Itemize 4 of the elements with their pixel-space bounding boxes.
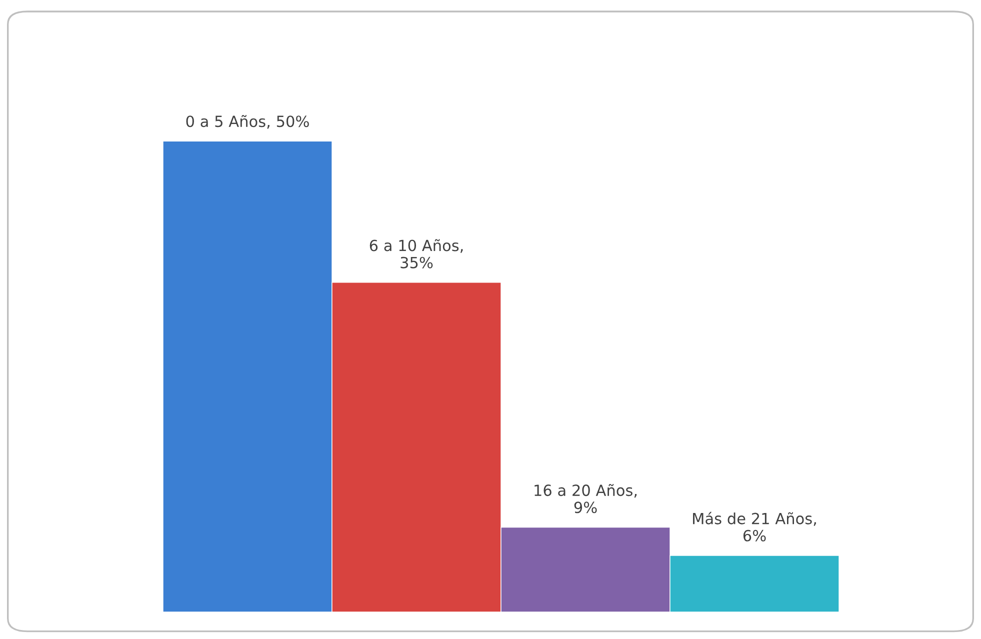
data-label: 16 a 20 Años, 9% xyxy=(534,484,637,514)
data-label: 0 a 5 Años, 50% xyxy=(186,115,309,129)
data-label: 6 a 10 Años, 35% xyxy=(370,239,463,268)
data-label: Más de 21 Años, 6% xyxy=(693,512,816,542)
